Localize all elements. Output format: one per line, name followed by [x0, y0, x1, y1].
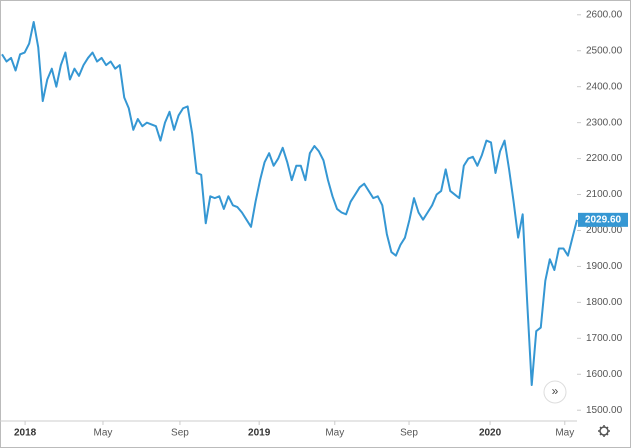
x-tick-label: 2020 — [479, 428, 502, 439]
y-tick-label: 2500.00 — [586, 45, 623, 56]
x-tick-label: 2018 — [14, 428, 37, 439]
y-tick-label: 2600.00 — [586, 9, 623, 20]
y-tick-label: 2200.00 — [586, 153, 623, 164]
y-tick-label: 1800.00 — [586, 297, 623, 308]
y-tick-label: 1700.00 — [586, 333, 623, 344]
y-tick-label: 2000.00 — [586, 225, 623, 236]
x-tick-label: May — [325, 428, 344, 439]
x-tick-label: Sep — [171, 428, 189, 439]
y-tick-label: 1600.00 — [586, 369, 623, 380]
x-tick-label: Sep — [400, 428, 418, 439]
y-tick-label: 1500.00 — [586, 405, 623, 416]
y-tick-label: 2300.00 — [586, 117, 623, 128]
last-value-box — [578, 212, 628, 227]
last-value-label: 2029.60 — [585, 214, 622, 225]
settings-icon[interactable] — [598, 425, 610, 437]
y-tick-label: 1900.00 — [586, 261, 623, 272]
x-tick-label: May — [94, 428, 113, 439]
svg-text:»: » — [552, 384, 559, 398]
x-tick-label: 2019 — [248, 428, 271, 439]
price-line — [1, 20, 578, 387]
zoom-button[interactable]: » — [543, 380, 567, 404]
x-tick-label: May — [555, 428, 574, 439]
y-tick-label: 2100.00 — [586, 189, 623, 200]
y-tick-label: 2400.00 — [586, 81, 623, 92]
